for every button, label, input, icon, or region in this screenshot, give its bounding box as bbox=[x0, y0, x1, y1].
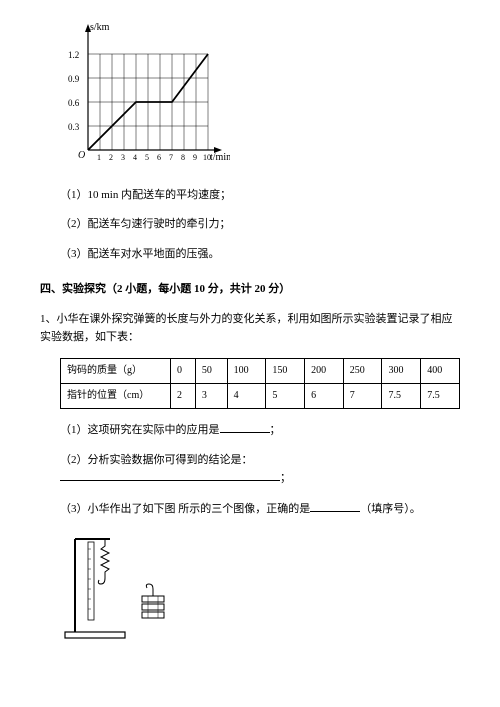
xtick-8: 8 bbox=[181, 153, 185, 160]
q-b3-prefix: （3）小华作出了如下图 所示的三个图像，正确的是 bbox=[60, 503, 310, 515]
experiment-data-table: 钩码的质量（g） 0 50 100 150 200 250 300 400 指针… bbox=[60, 358, 460, 409]
table-cell: 50 bbox=[195, 359, 227, 384]
q-b1-suffix: ； bbox=[270, 424, 281, 436]
q-b2-prefix: （2）分析实验数据你可得到的结论是： bbox=[60, 454, 253, 466]
ytick-0: 0.3 bbox=[68, 122, 80, 132]
table-cell: 250 bbox=[343, 359, 382, 384]
question-b2: （2）分析实验数据你可得到的结论是： ； bbox=[60, 452, 460, 488]
q-b1-prefix: （1）这项研究在实际中的应用是 bbox=[60, 424, 220, 436]
fill-blank[interactable] bbox=[310, 500, 360, 512]
ytick-3: 1.2 bbox=[68, 50, 79, 60]
table-cell: 100 bbox=[227, 359, 266, 384]
table-cell: 钩码的质量（g） bbox=[61, 359, 171, 384]
table-cell: 400 bbox=[421, 359, 460, 384]
distance-time-chart: s/km 0.3 0.6 0.9 1.2 O bbox=[60, 20, 460, 167]
xtick-5: 5 bbox=[145, 153, 149, 160]
section-title: 四、实验探究（2 小题，每小题 10 分，共计 20 分） bbox=[40, 281, 460, 299]
question-b1: （1）这项研究在实际中的应用是 ； bbox=[60, 421, 460, 440]
ytick-1: 0.6 bbox=[68, 98, 80, 108]
question-b3: （3）小华作出了如下图 所示的三个图像，正确的是 （填序号）。 bbox=[60, 500, 460, 519]
table-row: 指针的位置（cm） 2 3 4 5 6 7 7.5 7.5 bbox=[61, 384, 460, 409]
table-cell: 2 bbox=[171, 384, 196, 409]
xtick-9: 9 bbox=[193, 153, 197, 160]
fill-blank[interactable] bbox=[220, 421, 270, 433]
xtick-6: 6 bbox=[157, 153, 161, 160]
table-cell: 4 bbox=[227, 384, 266, 409]
xtick-4: 4 bbox=[133, 153, 137, 160]
table-cell: 0 bbox=[171, 359, 196, 384]
ytick-2: 0.9 bbox=[68, 74, 80, 84]
table-cell: 3 bbox=[195, 384, 227, 409]
xtick-2: 2 bbox=[109, 153, 113, 160]
table-cell: 指针的位置（cm） bbox=[61, 384, 171, 409]
xtick-7: 7 bbox=[169, 153, 173, 160]
origin-label: O bbox=[78, 150, 85, 160]
table-cell: 7.5 bbox=[382, 384, 421, 409]
fill-blank[interactable] bbox=[60, 469, 280, 481]
apparatus-diagram bbox=[60, 534, 460, 651]
table-cell: 150 bbox=[266, 359, 305, 384]
table-cell: 200 bbox=[305, 359, 344, 384]
y-axis-label: s/km bbox=[90, 22, 110, 33]
table-cell: 6 bbox=[305, 384, 344, 409]
x-axis-label: t/min bbox=[210, 152, 230, 160]
q-b3-suffix: （填序号）。 bbox=[360, 503, 421, 515]
apparatus-svg bbox=[60, 534, 190, 644]
question-a2: （2）配送车匀速行驶时的牵引力； bbox=[60, 216, 460, 234]
table-cell: 5 bbox=[266, 384, 305, 409]
question-a1: （1）10 min 内配送车的平均速度； bbox=[60, 187, 460, 205]
weights-icon bbox=[142, 584, 164, 618]
table-cell: 7 bbox=[343, 384, 382, 409]
table-row: 钩码的质量（g） 0 50 100 150 200 250 300 400 bbox=[61, 359, 460, 384]
problem1-intro: 1、小华在课外探究弹簧的长度与外力的变化关系，利用如图所示实验装置记录了相应实验… bbox=[40, 311, 460, 346]
question-a3: （3）配送车对水平地面的压强。 bbox=[60, 246, 460, 264]
table-cell: 7.5 bbox=[421, 384, 460, 409]
table-cell: 300 bbox=[382, 359, 421, 384]
xtick-3: 3 bbox=[121, 153, 125, 160]
chart-svg: s/km 0.3 0.6 0.9 1.2 O bbox=[60, 20, 230, 160]
q-b2-suffix: ； bbox=[280, 472, 291, 484]
xtick-1: 1 bbox=[97, 153, 101, 160]
